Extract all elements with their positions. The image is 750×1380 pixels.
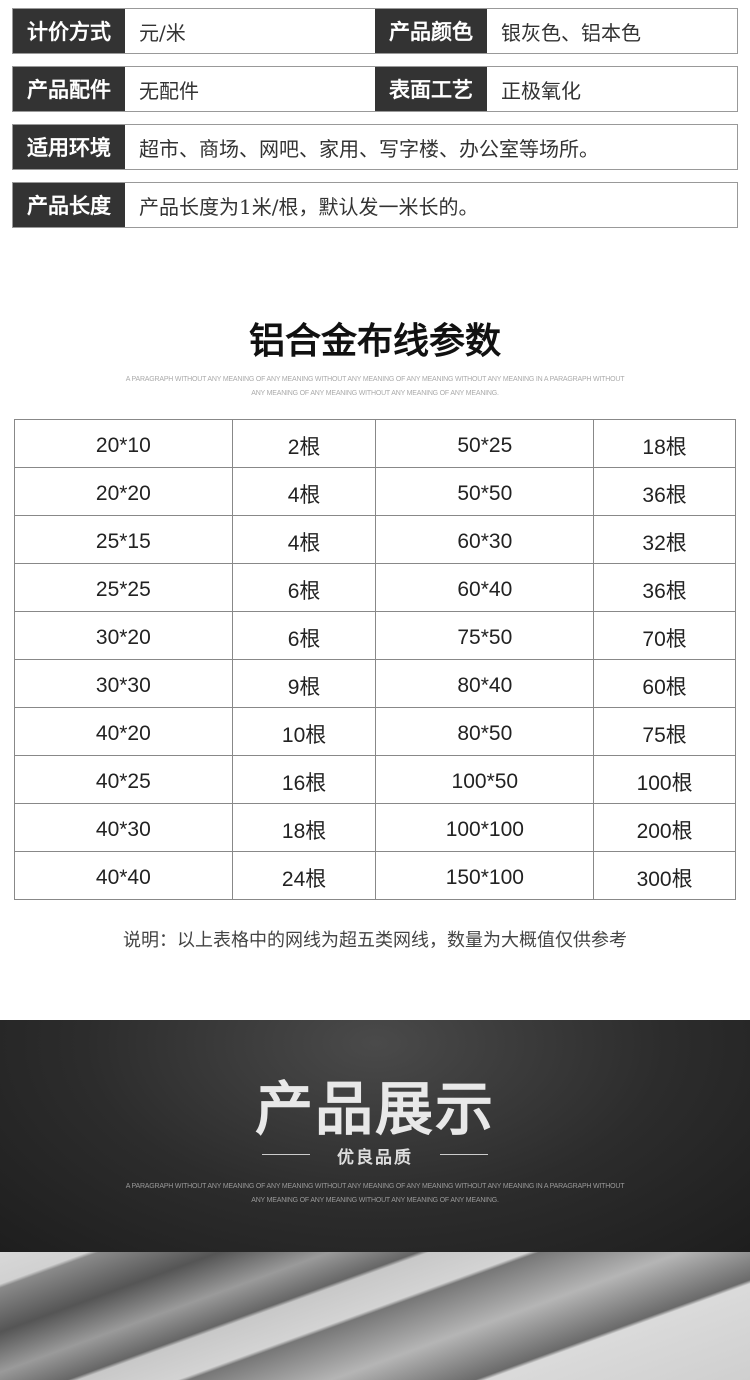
- spec-label: 产品颜色: [375, 9, 487, 53]
- aluminum-rail-image: [0, 1252, 750, 1380]
- size-cell: 100*50: [375, 755, 595, 804]
- size-cell: 40*20: [14, 707, 233, 756]
- cable-count-cell: 18根: [231, 803, 377, 852]
- filler-text: A PARAGRAPH WITHOUT ANY MEANING OF ANY M…: [125, 1183, 625, 1190]
- showcase-title: 产品展示: [254, 1075, 495, 1143]
- size-cell: 50*50: [375, 467, 595, 516]
- spec-label: 产品长度: [13, 183, 125, 227]
- size-cell: 80*40: [375, 659, 595, 708]
- divider: [262, 1154, 310, 1155]
- cable-count-cell: 300根: [593, 851, 736, 900]
- cable-count-cell: 2根: [231, 419, 377, 468]
- size-cell: 50*25: [375, 419, 595, 468]
- cable-count-cell: 9根: [231, 659, 377, 708]
- spec-value: 元/米: [139, 20, 186, 45]
- size-cell: 60*40: [375, 563, 595, 612]
- table-row: 40*20 10根 80*50 75根: [14, 707, 736, 756]
- spec-label: 计价方式: [13, 9, 125, 53]
- table-note: 说明：以上表格中的网线为超五类网线，数量为大概值仅供参考: [123, 930, 627, 951]
- size-cell: 25*25: [14, 563, 233, 612]
- cable-count-cell: 4根: [231, 467, 377, 516]
- size-cell: 30*20: [14, 611, 233, 660]
- table-row: 30*20 6根 75*50 70根: [14, 611, 736, 660]
- size-cell: 40*30: [14, 803, 233, 852]
- size-cell: 80*50: [375, 707, 595, 756]
- table-row: 40*30 18根 100*100 200根: [14, 803, 736, 852]
- spec-label: 产品配件: [13, 67, 125, 111]
- size-cell: 30*30: [14, 659, 233, 708]
- size-cell: 75*50: [375, 611, 595, 660]
- spec-value: 银灰色、铝本色: [501, 20, 641, 45]
- cable-count-cell: 70根: [593, 611, 736, 660]
- cable-count-cell: 6根: [231, 611, 377, 660]
- spec-label: 表面工艺: [375, 67, 487, 111]
- spec-row-environment: 适用环境 超市、商场、网吧、家用、写字楼、办公室等场所。: [12, 124, 738, 170]
- divider: [440, 1154, 488, 1155]
- filler-text: A PARAGRAPH WITHOUT ANY MEANING OF ANY M…: [125, 376, 625, 383]
- showcase-banner: [0, 1020, 750, 1252]
- cable-count-cell: 32根: [593, 515, 736, 564]
- table-row: 25*25 6根 60*40 36根: [14, 563, 736, 612]
- table-row: 40*40 24根 150*100 300根: [14, 851, 736, 900]
- cable-count-cell: 75根: [593, 707, 736, 756]
- table-row: 25*15 4根 60*30 32根: [14, 515, 736, 564]
- cable-count-cell: 18根: [593, 419, 736, 468]
- showcase-subtitle: 优良品质: [337, 1148, 413, 1168]
- cable-count-cell: 200根: [593, 803, 736, 852]
- params-title: 铝合金布线参数: [248, 321, 501, 362]
- filler-text: ANY MEANING OF ANY MEANING WITHOUT ANY M…: [251, 1197, 499, 1204]
- size-cell: 40*40: [14, 851, 233, 900]
- cable-count-cell: 36根: [593, 563, 736, 612]
- spec-row-accessories: 产品配件 无配件 表面工艺 正极氧化: [12, 66, 738, 112]
- spec-row-pricing: 计价方式 元/米 产品颜色 银灰色、铝本色: [12, 8, 738, 54]
- cable-count-cell: 60根: [593, 659, 736, 708]
- cable-count-cell: 16根: [231, 755, 377, 804]
- size-cell: 40*25: [14, 755, 233, 804]
- spec-value: 无配件: [139, 78, 199, 103]
- params-table: 20*10 2根 50*25 18根 20*20 4根 50*50 36根 25*15 4根 60*…: [14, 419, 736, 900]
- cable-count-cell: 100根: [593, 755, 736, 804]
- product-photo: [0, 1252, 750, 1380]
- cable-count-cell: 6根: [231, 563, 377, 612]
- spec-value: 正极氧化: [501, 78, 581, 103]
- cable-count-cell: 24根: [231, 851, 377, 900]
- spec-label: 适用环境: [13, 125, 125, 169]
- spec-row-length: 产品长度 产品长度为1米/根，默认发一米长的。: [12, 182, 738, 228]
- spec-value: 产品长度为1米/根，默认发一米长的。: [139, 194, 479, 219]
- filler-text: ANY MEANING OF ANY MEANING WITHOUT ANY M…: [251, 390, 499, 397]
- size-cell: 60*30: [375, 515, 595, 564]
- table-row: 20*20 4根 50*50 36根: [14, 467, 736, 516]
- cable-count-cell: 4根: [231, 515, 377, 564]
- spec-value: 超市、商场、网吧、家用、写字楼、办公室等场所。: [139, 136, 599, 161]
- size-cell: 100*100: [375, 803, 595, 852]
- cable-count-cell: 10根: [231, 707, 377, 756]
- size-cell: 20*20: [14, 467, 233, 516]
- table-row: 30*30 9根 80*40 60根: [14, 659, 736, 708]
- table-row: 40*25 16根 100*50 100根: [14, 755, 736, 804]
- size-cell: 25*15: [14, 515, 233, 564]
- cable-count-cell: 36根: [593, 467, 736, 516]
- table-row: 20*10 2根 50*25 18根: [14, 419, 736, 468]
- size-cell: 150*100: [375, 851, 595, 900]
- size-cell: 20*10: [14, 419, 233, 468]
